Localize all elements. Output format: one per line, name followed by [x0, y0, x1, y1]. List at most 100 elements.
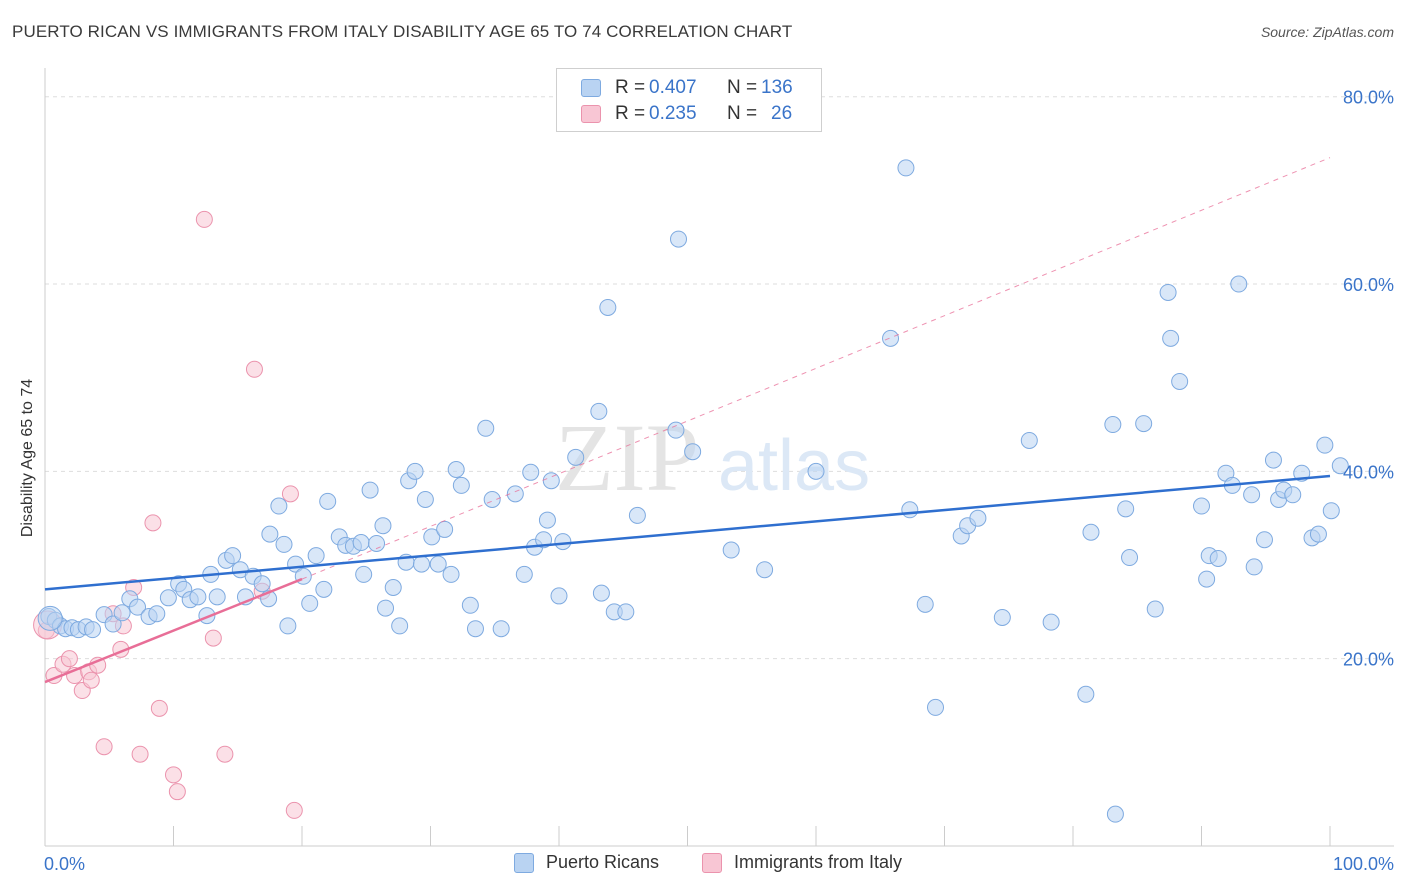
- puerto-ricans-point: [159, 589, 177, 607]
- puerto-ricans-point: [224, 547, 242, 565]
- puerto-ricans-point: [1020, 431, 1038, 449]
- immigrants-from-italy-trend-line: [44, 577, 303, 684]
- puerto-ricans-point: [1331, 457, 1349, 475]
- puerto-ricans-point: [1193, 497, 1210, 515]
- puerto-ricans-point: [148, 605, 166, 623]
- puerto-ricans-point: [1162, 329, 1180, 347]
- puerto-ricans-point: [279, 617, 297, 635]
- immigrants-from-italy-point: [195, 210, 213, 228]
- puerto-ricans-point: [1255, 531, 1273, 549]
- immigrants-from-italy-point: [150, 699, 168, 717]
- puerto-ricans-point: [461, 596, 479, 614]
- puerto-ricans-point: [406, 462, 424, 480]
- puerto-ricans-point: [492, 620, 510, 638]
- immigrants-from-italy-point: [281, 485, 299, 503]
- puerto-ricans-point: [208, 588, 226, 606]
- puerto-ricans-point: [901, 501, 919, 519]
- immigrants-from-italy-point: [144, 514, 162, 532]
- puerto-ricans-trend-line: [44, 474, 1331, 591]
- puerto-ricans-point: [452, 476, 470, 494]
- puerto-ricans-point: [1230, 275, 1248, 293]
- puerto-ricans-point: [993, 608, 1011, 626]
- puerto-ricans-point: [270, 497, 288, 515]
- puerto-ricans-point: [756, 561, 774, 579]
- n-label: N =: [727, 77, 758, 98]
- puerto-ricans-point: [897, 159, 915, 177]
- legend-row-immigrants-from-italy: R = 0.235 N = 26: [581, 103, 792, 125]
- puerto-ricans-point: [542, 472, 560, 490]
- puerto-ricans-point: [1106, 805, 1124, 823]
- puerto-ricans-point: [391, 617, 409, 635]
- r-label: R =: [615, 77, 646, 98]
- r-value: 0.235: [649, 103, 697, 124]
- immigrants-from-italy-point: [60, 650, 78, 668]
- puerto-ricans-point: [466, 620, 484, 638]
- puerto-ricans-point: [189, 588, 207, 606]
- puerto-ricans-point: [550, 587, 568, 605]
- puerto-ricans-point: [554, 533, 572, 551]
- puerto-ricans-point: [1264, 451, 1282, 469]
- puerto-ricans-point: [374, 517, 392, 535]
- puerto-ricans-point: [1309, 525, 1327, 543]
- blue-swatch: [581, 79, 601, 97]
- puerto-ricans-point: [1135, 415, 1153, 433]
- puerto-ricans-point: [807, 462, 825, 480]
- immigrants-from-italy-point: [95, 738, 113, 756]
- puerto-ricans-point: [423, 528, 441, 546]
- puerto-ricans-point: [927, 698, 945, 716]
- puerto-ricans-point: [253, 575, 271, 593]
- puerto-ricans-point: [670, 230, 688, 248]
- immigrants-from-italy-point: [168, 783, 186, 801]
- puerto-ricans-point: [477, 419, 495, 437]
- puerto-ricans-point: [368, 534, 386, 552]
- puerto-ricans-point: [592, 584, 610, 602]
- immigrants-from-italy-points: [33, 210, 303, 819]
- puerto-ricans-point: [416, 490, 434, 508]
- puerto-ricans-point: [567, 448, 585, 466]
- puerto-ricans-point: [84, 621, 102, 639]
- puerto-ricans-point: [1198, 570, 1216, 588]
- immigrants-from-italy-point: [82, 671, 100, 689]
- r-value: 0.407: [649, 77, 697, 98]
- r-label: R =: [615, 103, 646, 124]
- puerto-ricans-point: [275, 535, 293, 553]
- trend-lines: [44, 157, 1331, 684]
- x-tick-label: 100.0%: [1333, 854, 1394, 874]
- puerto-ricans-point: [617, 603, 635, 621]
- correlation-legend: R = 0.407 N = 136 R = 0.235 N = 26: [556, 68, 822, 132]
- n-value: 136: [761, 77, 793, 98]
- puerto-ricans-point: [261, 525, 279, 543]
- puerto-ricans-point: [684, 443, 702, 461]
- puerto-ricans-point: [1159, 283, 1177, 301]
- pink-swatch: [702, 852, 722, 873]
- puerto-ricans-point: [307, 547, 325, 565]
- puerto-ricans-point: [352, 534, 370, 552]
- puerto-ricans-point: [522, 463, 540, 481]
- axes: [44, 68, 1394, 847]
- puerto-ricans-point: [1171, 372, 1189, 390]
- puerto-ricans-point: [104, 615, 122, 633]
- puerto-ricans-point: [590, 402, 608, 420]
- puerto-ricans-point: [315, 580, 333, 598]
- puerto-ricans-point: [377, 599, 395, 617]
- puerto-ricans-point: [1121, 549, 1139, 567]
- legend-item-immigrants-from-italy[interactable]: Immigrants from Italy: [702, 852, 902, 873]
- legend-item-puerto-ricans[interactable]: Puerto Ricans: [514, 852, 659, 873]
- source-label: Source: ZipAtlas.com: [1260, 24, 1394, 40]
- legend-label: Puerto Ricans: [546, 852, 660, 872]
- puerto-ricans-point: [1245, 558, 1263, 576]
- puerto-ricans-point: [1243, 486, 1261, 504]
- puerto-ricans-point: [1077, 685, 1095, 703]
- y-tick-label: 60.0%: [1343, 275, 1394, 295]
- tick-labels: 20.0% 40.0% 60.0% 80.0% 0.0% 100.0%: [44, 88, 1394, 874]
- puerto-ricans-point: [882, 329, 900, 347]
- puerto-ricans-point: [355, 565, 373, 583]
- n-value: 26: [771, 103, 793, 124]
- puerto-ricans-point: [1284, 486, 1302, 504]
- immigrants-from-italy-trend-extrapolated: [301, 157, 1331, 580]
- n-label: N =: [727, 103, 758, 124]
- puerto-ricans-point: [129, 598, 147, 616]
- immigrants-from-italy-point: [216, 745, 234, 763]
- puerto-ricans-cluster-point: [37, 605, 63, 631]
- puerto-ricans-point: [1082, 523, 1100, 541]
